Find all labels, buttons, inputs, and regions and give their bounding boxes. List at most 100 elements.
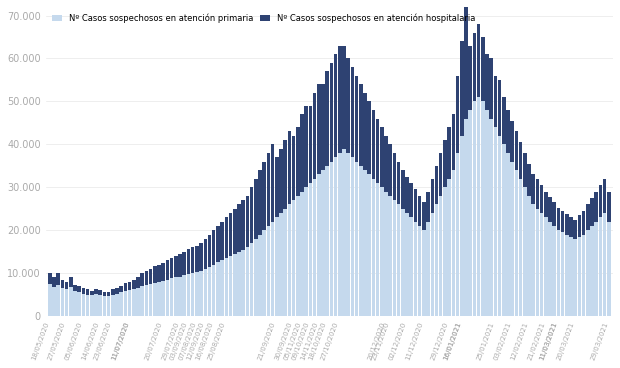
Bar xyxy=(443,140,446,187)
Bar xyxy=(371,110,375,179)
Bar xyxy=(384,136,388,192)
Bar xyxy=(199,243,203,271)
Bar xyxy=(569,217,573,237)
Bar xyxy=(515,170,518,316)
Bar xyxy=(241,250,245,316)
Bar xyxy=(216,262,219,316)
Bar xyxy=(418,196,422,226)
Bar xyxy=(258,170,262,234)
Bar xyxy=(330,162,333,316)
Bar xyxy=(595,192,598,222)
Bar xyxy=(292,200,295,316)
Bar xyxy=(132,290,136,316)
Bar xyxy=(384,192,388,316)
Bar xyxy=(73,291,77,316)
Bar xyxy=(179,277,182,316)
Bar xyxy=(149,269,153,284)
Bar xyxy=(111,295,115,316)
Bar xyxy=(481,37,484,102)
Bar xyxy=(494,76,497,127)
Bar xyxy=(397,162,401,205)
Bar xyxy=(430,179,434,213)
Bar xyxy=(296,127,299,196)
Bar xyxy=(523,153,526,187)
Bar xyxy=(170,278,174,316)
Bar xyxy=(582,211,585,234)
Bar xyxy=(141,286,144,316)
Bar xyxy=(405,213,409,316)
Bar xyxy=(414,222,417,316)
Bar xyxy=(363,93,367,170)
Bar xyxy=(380,187,384,316)
Bar xyxy=(603,213,606,316)
Bar xyxy=(439,153,443,196)
Bar xyxy=(338,46,342,153)
Bar xyxy=(561,232,564,316)
Bar xyxy=(233,209,236,254)
Bar xyxy=(304,106,308,187)
Bar xyxy=(590,198,594,226)
Bar xyxy=(199,271,203,316)
Bar xyxy=(595,222,598,316)
Bar xyxy=(599,185,602,217)
Bar xyxy=(170,258,174,278)
Bar xyxy=(430,213,434,316)
Bar xyxy=(254,179,257,239)
Bar xyxy=(224,217,228,258)
Bar xyxy=(519,179,523,316)
Bar xyxy=(578,215,581,237)
Bar xyxy=(439,196,443,316)
Bar xyxy=(296,196,299,316)
Bar xyxy=(321,170,325,316)
Bar xyxy=(161,263,165,281)
Bar xyxy=(144,285,148,316)
Bar xyxy=(557,230,560,316)
Bar xyxy=(359,166,363,316)
Bar xyxy=(203,239,207,269)
Bar xyxy=(271,222,274,316)
Bar xyxy=(371,179,375,316)
Bar xyxy=(166,280,169,316)
Bar xyxy=(468,110,472,316)
Bar xyxy=(519,142,523,179)
Bar xyxy=(552,202,556,226)
Bar xyxy=(107,292,110,296)
Bar xyxy=(456,153,459,316)
Bar xyxy=(216,226,219,262)
Bar xyxy=(574,239,577,316)
Bar xyxy=(355,162,358,316)
Bar xyxy=(86,295,89,316)
Bar xyxy=(52,277,56,287)
Bar xyxy=(578,237,581,316)
Bar xyxy=(212,265,216,316)
Bar xyxy=(485,110,489,316)
Bar xyxy=(128,282,131,290)
Bar xyxy=(472,33,476,102)
Bar xyxy=(195,246,198,272)
Bar xyxy=(313,179,316,316)
Bar xyxy=(359,84,363,166)
Bar xyxy=(347,59,350,153)
Bar xyxy=(334,157,337,316)
Bar xyxy=(468,46,472,110)
Bar xyxy=(229,256,232,316)
Bar xyxy=(283,209,287,316)
Bar xyxy=(574,220,577,239)
Bar xyxy=(405,177,409,213)
Bar xyxy=(279,149,283,213)
Bar xyxy=(166,260,169,280)
Bar xyxy=(536,179,539,209)
Bar xyxy=(460,41,464,136)
Bar xyxy=(120,286,123,293)
Bar xyxy=(94,289,98,294)
Bar xyxy=(447,127,451,179)
Bar xyxy=(237,205,241,252)
Bar xyxy=(389,196,392,316)
Bar xyxy=(451,114,455,170)
Bar xyxy=(392,200,396,316)
Bar xyxy=(347,153,350,316)
Bar xyxy=(485,54,489,110)
Bar xyxy=(64,290,68,316)
Bar xyxy=(464,118,467,316)
Bar xyxy=(447,179,451,316)
